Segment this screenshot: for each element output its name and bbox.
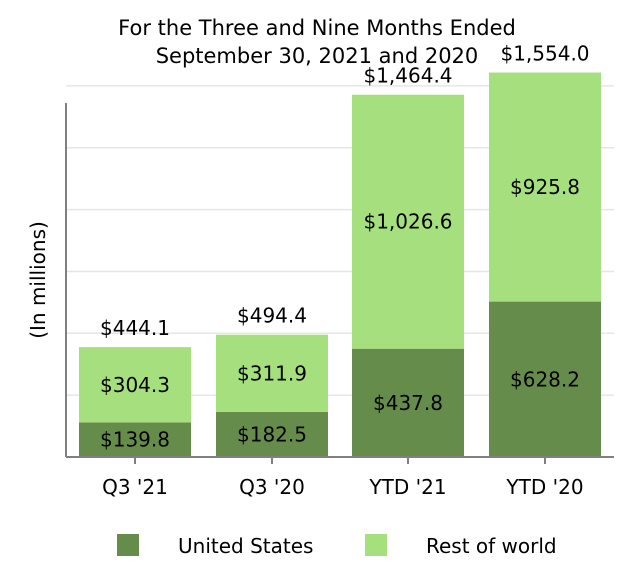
y-axis-label: (In millions) bbox=[26, 221, 50, 339]
axes: Q3 '21 Q3 '20 YTD '21 YTD '20 bbox=[65, 103, 614, 499]
data-label-row-3: $925.8 bbox=[510, 175, 580, 199]
x-tick-label-1: Q3 '20 bbox=[239, 475, 305, 499]
legend-swatch-row bbox=[365, 534, 387, 556]
legend-label-row: Rest of world bbox=[426, 534, 557, 558]
chart-title-line-1: For the Three and Nine Months Ended bbox=[118, 16, 516, 40]
legend: United States Rest of world bbox=[117, 534, 557, 558]
bar-us-0 bbox=[79, 422, 191, 457]
data-label-row-2: $1,026.6 bbox=[363, 210, 452, 234]
data-label-row-1: $311.9 bbox=[237, 361, 307, 385]
bar-us-1 bbox=[216, 411, 328, 457]
total-label-2: $1,464.4 bbox=[363, 64, 452, 88]
bars bbox=[79, 72, 601, 457]
data-label-us-0: $139.8 bbox=[100, 428, 170, 452]
total-label-1: $494.4 bbox=[237, 304, 307, 328]
data-label-us-3: $628.2 bbox=[510, 367, 580, 391]
total-label-0: $444.1 bbox=[100, 316, 170, 340]
bar-row-0 bbox=[79, 347, 191, 423]
x-tick-label-2: YTD '21 bbox=[368, 475, 446, 499]
total-label-3: $1,554.0 bbox=[500, 42, 589, 66]
chart-title-line-2: September 30, 2021 and 2020 bbox=[156, 44, 479, 68]
bar-row-2 bbox=[352, 94, 464, 349]
data-label-row-0: $304.3 bbox=[100, 373, 170, 397]
data-labels: $139.8 $304.3 $444.1 $182.5 $311.9 $494.4 $437… bbox=[100, 42, 590, 452]
data-label-us-1: $182.5 bbox=[237, 422, 307, 446]
bar-us-3 bbox=[489, 301, 601, 457]
x-tick-label-0: Q3 '21 bbox=[102, 475, 168, 499]
x-tick-label-3: YTD '20 bbox=[505, 475, 583, 499]
bar-us-2 bbox=[352, 348, 464, 457]
legend-label-us: United States bbox=[178, 534, 313, 558]
data-label-us-2: $437.8 bbox=[373, 391, 443, 415]
legend-swatch-us bbox=[117, 534, 139, 556]
bar-row-3 bbox=[489, 72, 601, 302]
bar-row-1 bbox=[216, 334, 328, 412]
